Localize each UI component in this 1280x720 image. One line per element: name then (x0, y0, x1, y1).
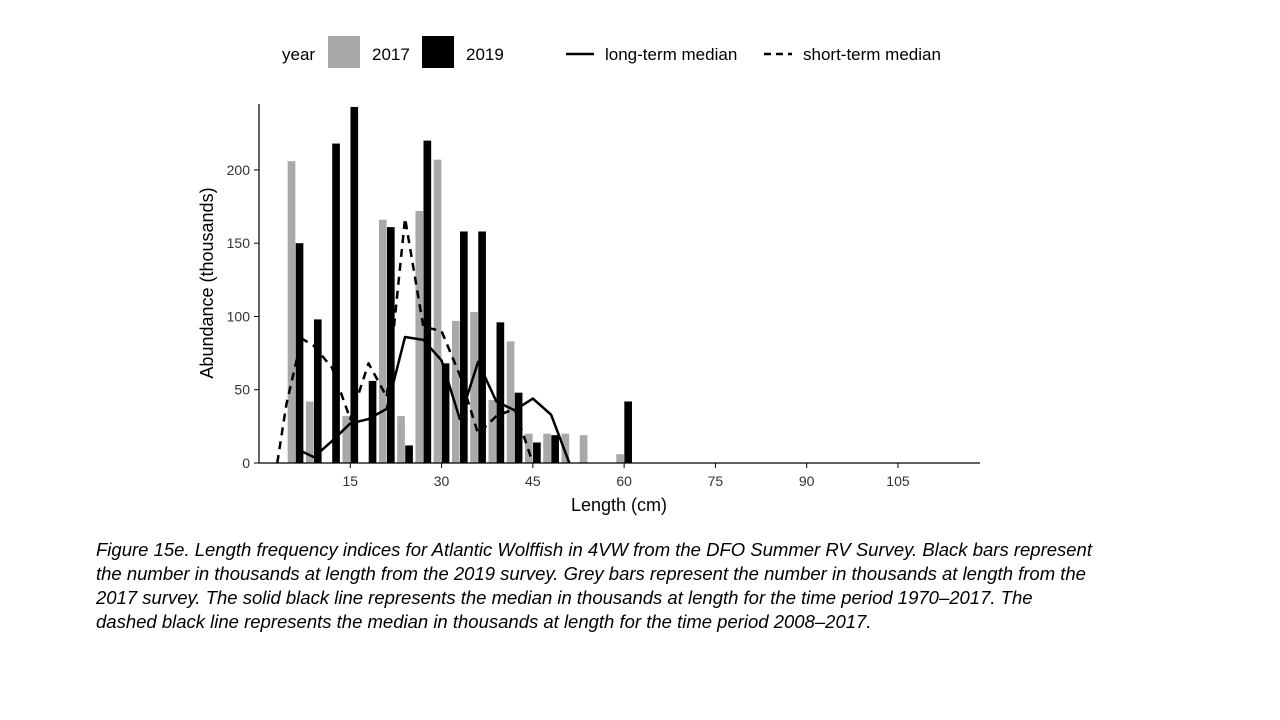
bar-2017-39cm (488, 399, 497, 463)
bar-2019-45cm (533, 442, 541, 463)
bar-2017-15cm (342, 416, 351, 463)
axes: Length (cm) Abundance (thousands) 15 30 45… (197, 104, 980, 515)
legend-swatch-2019 (422, 36, 454, 68)
legend-label-short-term: short-term median (803, 45, 941, 64)
y-tick-label-0: 0 (242, 455, 250, 471)
legend-label-2017: 2017 (372, 45, 410, 64)
x-tick-label-75: 75 (708, 473, 724, 489)
line-short-term-median (276, 217, 535, 464)
bar-2019-9cm (313, 319, 322, 463)
x-tick-label-45: 45 (525, 473, 541, 489)
x-tick-label-15: 15 (342, 473, 358, 489)
y-axis-label: Abundance (thousands) (197, 187, 217, 378)
bar-2017-60cm (616, 454, 624, 463)
legend-label-2019: 2019 (466, 45, 504, 64)
bar-2019-60cm (624, 401, 632, 463)
bar-2019-27cm (423, 140, 432, 463)
bar-2017-24cm (397, 416, 405, 463)
legend-label-long-term: long-term median (605, 45, 737, 64)
bar-2017-45cm (525, 433, 533, 463)
bar-2019-21cm (386, 227, 395, 463)
bar-2017-36cm (470, 312, 478, 463)
legend-swatch-2017 (328, 36, 360, 68)
x-tick-label-30: 30 (434, 473, 450, 489)
x-tick-label-105: 105 (886, 473, 910, 489)
bar-2017-33cm (451, 320, 460, 463)
plot-area (276, 106, 632, 464)
x-tick-label-90: 90 (799, 473, 815, 489)
bar-2019-48cm (551, 435, 559, 463)
bar-2017-6cm (287, 161, 296, 463)
bar-2017-42cm (506, 341, 515, 463)
y-tick-label-50: 50 (234, 382, 250, 398)
y-tick-label-200: 200 (227, 162, 251, 178)
bar-2019-12cm (332, 143, 340, 463)
bar-2019-42cm (514, 392, 523, 463)
bar-2019-18cm (368, 380, 377, 463)
bar-2019-33cm (460, 231, 468, 463)
bar-2017-27cm (415, 210, 424, 463)
bar-2017-54cm (579, 435, 588, 463)
line-long-term-median (301, 335, 571, 464)
y-tick-label-100: 100 (227, 308, 251, 324)
bar-2019-39cm (496, 322, 505, 463)
length-frequency-chart: year 2017 2019 long-term median short-te… (197, 36, 980, 515)
bar-2017-9cm (305, 401, 314, 463)
bar-2019-15cm (350, 106, 359, 464)
bar-2017-51cm (561, 433, 570, 463)
bar-2019-30cm (441, 363, 450, 463)
bar-2019-6cm (295, 243, 304, 463)
bar-2019-24cm (405, 445, 413, 463)
bar-2019-36cm (478, 231, 486, 463)
figure-caption: Figure 15e. Length frequency indices for… (96, 539, 1092, 632)
x-tick-label-60: 60 (616, 473, 632, 489)
y-tick-label-150: 150 (227, 235, 251, 251)
legend-title: year (282, 45, 315, 64)
bar-2017-21cm (378, 219, 387, 463)
x-axis-label: Length (cm) (571, 495, 667, 515)
bar-2017-30cm (433, 159, 442, 463)
bar-2017-48cm (543, 433, 551, 463)
chart-legend: year 2017 2019 long-term median short-te… (282, 36, 941, 68)
